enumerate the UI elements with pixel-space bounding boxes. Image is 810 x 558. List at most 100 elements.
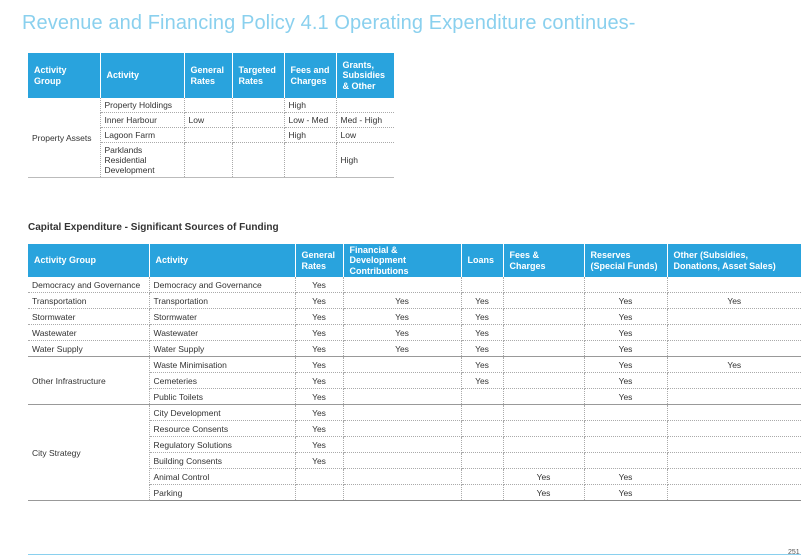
value-cell: Low - Med xyxy=(284,112,337,128)
value-cell: Yes xyxy=(461,372,504,389)
value-cell: Yes xyxy=(295,356,344,373)
value-cell xyxy=(667,324,801,341)
value-cell xyxy=(667,277,801,293)
value-cell: Yes xyxy=(295,324,344,341)
value-cell: Yes xyxy=(343,292,462,309)
activity-cell: Wastewater xyxy=(149,324,296,341)
activity-cell: Resource Consents xyxy=(149,420,296,437)
value-cell xyxy=(461,277,504,293)
activity-group-cell: Stormwater xyxy=(28,308,150,325)
activity-cell: Stormwater xyxy=(149,308,296,325)
value-cell xyxy=(343,404,462,421)
activity-cell: City Development xyxy=(149,404,296,421)
table-row: City Strategy City Development Yes xyxy=(28,404,801,501)
value-cell xyxy=(503,420,585,437)
table-row: Transportation Transportation Yes Yes Yes Yes… xyxy=(28,292,801,309)
value-cell xyxy=(343,277,462,293)
table-row: Property Assets Property Holdings High xyxy=(28,98,394,178)
value-cell: Yes xyxy=(295,388,344,405)
value-cell xyxy=(343,372,462,389)
table-row: Wastewater Wastewater Yes Yes Yes Yes xyxy=(28,324,801,341)
page-number: 251 xyxy=(788,549,800,556)
value-cell xyxy=(461,388,504,405)
value-cell: Yes xyxy=(584,484,668,501)
column-header: Loans xyxy=(461,244,504,277)
value-cell xyxy=(461,452,504,469)
column-header: Grants, Subsidies & Other xyxy=(336,53,394,98)
operating-expenditure-table: Activity Group Activity General Rates Ta… xyxy=(28,53,394,178)
value-cell: Yes xyxy=(584,308,668,325)
value-cell: Yes xyxy=(503,484,585,501)
value-cell: Yes xyxy=(461,324,504,341)
value-cell xyxy=(667,484,801,501)
value-cell xyxy=(461,484,504,501)
value-cell xyxy=(461,468,504,485)
value-cell: Yes xyxy=(343,340,462,357)
value-cell xyxy=(503,388,585,405)
activity-group-cell: Transportation xyxy=(28,292,150,309)
value-cell xyxy=(343,484,462,501)
activity-group-cell: Democracy and Governance xyxy=(28,277,150,293)
value-cell: Yes xyxy=(295,308,344,325)
table-header-row: Activity Group Activity General Rates Fi… xyxy=(28,244,801,277)
value-cell xyxy=(232,127,285,143)
column-header: Activity Group xyxy=(28,53,101,98)
table-row: Cemeteries Yes Yes Yes xyxy=(28,372,801,389)
column-header: Activity xyxy=(149,244,296,277)
value-cell: Med - High xyxy=(336,112,394,128)
value-cell xyxy=(584,277,668,293)
activity-cell: Democracy and Governance xyxy=(149,277,296,293)
table-row: Inner Harbour Low Low - Med Med - High xyxy=(28,112,394,128)
value-cell xyxy=(584,436,668,453)
activity-cell: Public Toilets xyxy=(149,388,296,405)
table-row: Public Toilets Yes Yes xyxy=(28,388,801,405)
value-cell: Yes xyxy=(503,468,585,485)
column-header: Activity xyxy=(100,53,185,98)
value-cell xyxy=(667,372,801,389)
column-header: Fees & Charges xyxy=(503,244,585,277)
value-cell: Yes xyxy=(295,404,344,421)
activity-group-cell: Property Assets xyxy=(28,98,101,178)
value-cell xyxy=(584,404,668,421)
value-cell xyxy=(667,308,801,325)
value-cell xyxy=(232,142,285,178)
table-row: Resource Consents Yes xyxy=(28,420,801,437)
table-row: Stormwater Stormwater Yes Yes Yes Yes xyxy=(28,308,801,325)
value-cell: Yes xyxy=(295,452,344,469)
value-cell xyxy=(667,388,801,405)
value-cell: Yes xyxy=(295,277,344,293)
value-cell: Yes xyxy=(295,340,344,357)
value-cell: Yes xyxy=(343,308,462,325)
value-cell: Yes xyxy=(461,308,504,325)
value-cell: Yes xyxy=(584,340,668,357)
value-cell xyxy=(503,452,585,469)
value-cell xyxy=(503,404,585,421)
value-cell: Yes xyxy=(667,356,801,373)
value-cell xyxy=(343,420,462,437)
table-row: Parklands Residential Development High xyxy=(28,142,394,178)
value-cell xyxy=(295,484,344,501)
column-header: Reserves (Special Funds) xyxy=(584,244,668,277)
activity-cell: Parking xyxy=(149,484,296,501)
value-cell xyxy=(184,98,233,113)
activity-cell: Water Supply xyxy=(149,340,296,357)
value-cell xyxy=(336,98,394,113)
column-header: Fees and Charges xyxy=(284,53,337,98)
table-row: Lagoon Farm High Low xyxy=(28,127,394,143)
table-row: Regulatory Solutions Yes xyxy=(28,436,801,453)
activity-cell: Animal Control xyxy=(149,468,296,485)
value-cell xyxy=(184,142,233,178)
value-cell xyxy=(232,112,285,128)
value-cell xyxy=(343,468,462,485)
value-cell: Yes xyxy=(667,292,801,309)
value-cell: High xyxy=(284,127,337,143)
value-cell xyxy=(667,404,801,421)
value-cell xyxy=(503,308,585,325)
activity-group-cell: Other Infrastructure xyxy=(28,356,150,405)
value-cell xyxy=(503,356,585,373)
value-cell xyxy=(667,468,801,485)
value-cell xyxy=(667,340,801,357)
value-cell: Yes xyxy=(584,468,668,485)
table-header-row: Activity Group Activity General Rates Ta… xyxy=(28,53,394,98)
value-cell xyxy=(584,452,668,469)
